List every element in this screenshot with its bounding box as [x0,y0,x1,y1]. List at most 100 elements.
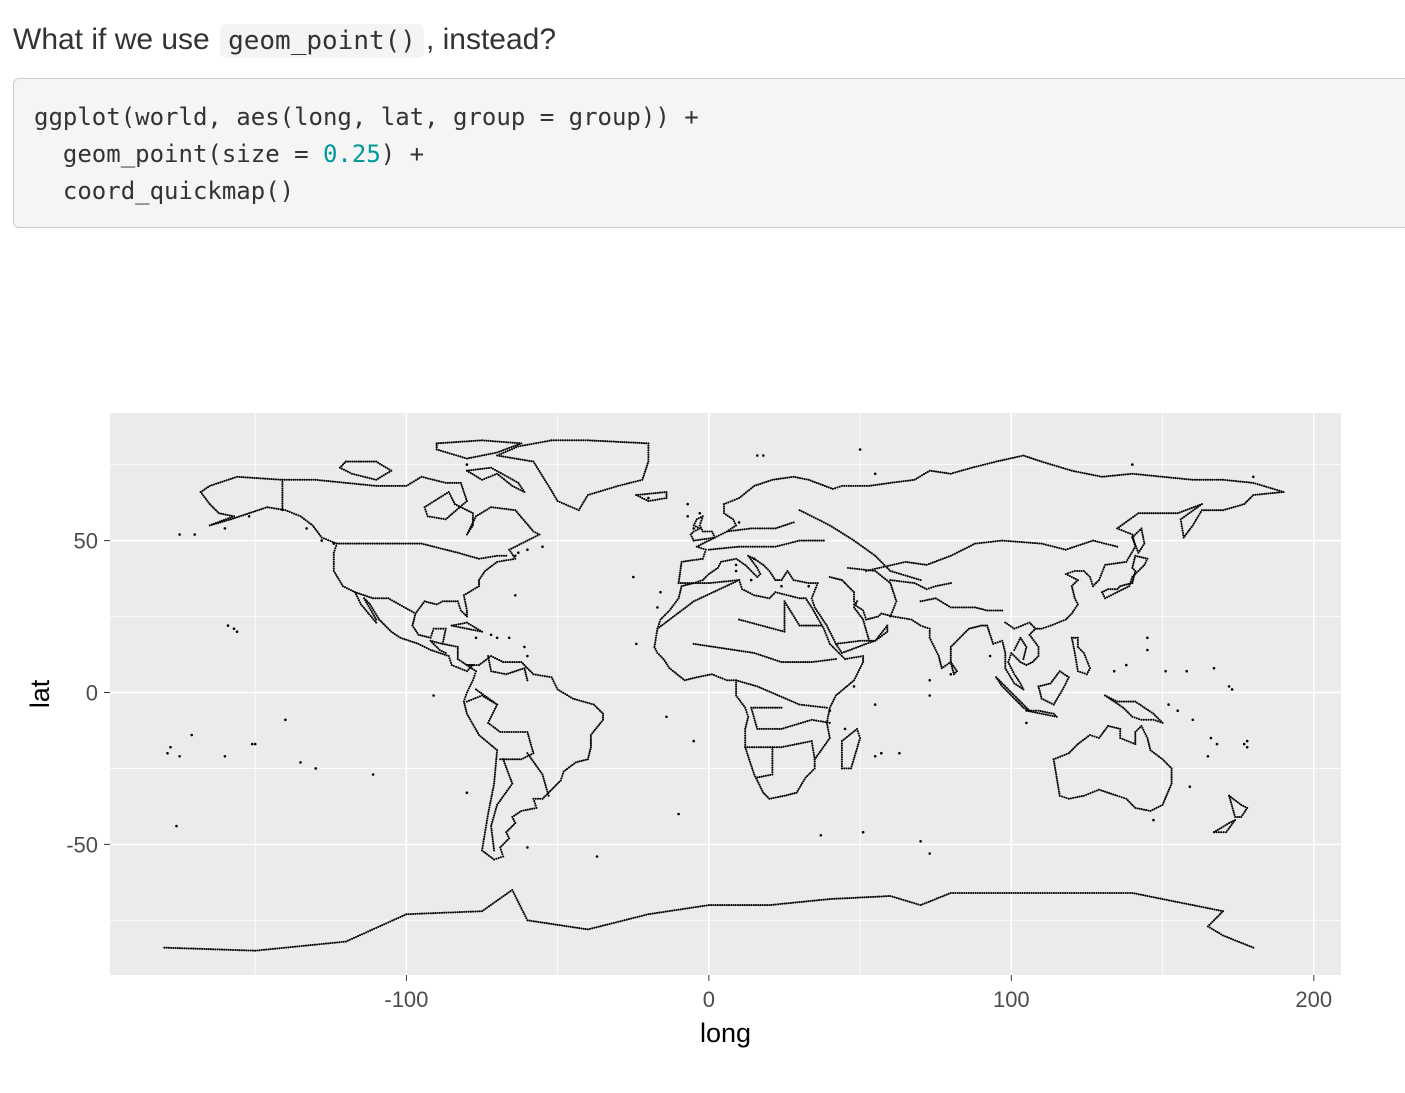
data-point [470,720,473,723]
data-point [643,914,646,917]
data-point [409,640,412,643]
data-point [1132,575,1135,579]
data-point [967,545,971,548]
data-point [910,901,913,904]
data-point [578,507,581,510]
data-point [887,482,890,485]
data-point [770,627,773,630]
data-point [1156,717,1160,720]
data-point [457,454,460,458]
data-point [827,628,830,631]
data-point [703,644,706,647]
data-point [448,492,451,496]
island-point [1191,718,1195,722]
data-point [1056,781,1059,784]
data-point [1129,700,1132,703]
data-point [494,657,497,660]
data-point [647,449,650,452]
data-point [1248,944,1251,948]
data-point [514,545,517,548]
data-point [949,652,952,655]
data-point [495,760,498,763]
data-point [1167,764,1170,767]
data-point [921,474,924,477]
data-point [749,545,752,548]
data-point [1063,753,1066,757]
data-point [465,621,468,624]
data-point [487,659,490,662]
data-point [542,796,546,799]
data-point [517,730,520,734]
data-point [788,699,791,702]
data-point [1028,891,1031,895]
data-point [1082,651,1085,655]
data-point [640,914,643,917]
data-point [1081,671,1084,674]
data-point [393,918,396,921]
data-point [469,525,472,528]
data-point [223,479,226,483]
data-point [892,606,895,609]
data-point [1225,831,1228,834]
data-point [508,730,511,734]
data-point [1202,906,1205,909]
data-point [824,721,827,724]
data-point [488,806,491,809]
data-point [1156,720,1160,723]
data-point [1042,626,1045,629]
data-point [346,939,349,942]
data-point [869,568,872,572]
data-point [841,641,844,645]
data-point [518,514,521,517]
data-point [1133,556,1136,559]
data-point [506,661,509,664]
data-point [1072,577,1075,580]
data-point [704,548,707,551]
data-point [1111,544,1114,547]
data-point [753,717,756,720]
data-point [761,595,764,599]
data-point [1083,542,1086,545]
data-point [1070,585,1073,588]
data-point [858,734,861,737]
data-point [1006,670,1009,674]
data-point [1113,588,1116,591]
intro-text-after: , instead? [425,23,557,56]
data-point [669,607,672,610]
island-point [1215,742,1219,746]
data-point [1231,807,1234,810]
data-point [623,441,626,444]
data-point [601,712,605,715]
data-point [678,610,681,613]
data-point [530,745,533,748]
data-point [392,484,395,487]
data-point [491,857,494,860]
data-point [491,440,494,443]
data-point [1120,891,1123,895]
data-point [815,481,818,484]
data-point [427,912,430,915]
data-point [823,744,826,747]
data-point [748,651,751,654]
data-point [804,720,807,723]
data-point [316,531,319,534]
data-point [1066,572,1070,575]
data-point [1050,702,1053,705]
data-point [754,723,758,726]
data-point [493,849,496,852]
data-point [465,691,468,694]
data-point [457,623,460,626]
data-point [659,618,662,621]
data-point [495,469,498,472]
data-point [533,802,537,805]
data-point [1031,661,1034,664]
data-point [906,900,909,903]
data-point [216,948,219,951]
data-point [978,891,982,895]
data-point [429,648,432,652]
data-point [404,607,407,610]
data-point [671,909,674,912]
data-point [891,588,894,591]
data-point [370,477,373,480]
data-point [665,612,668,615]
